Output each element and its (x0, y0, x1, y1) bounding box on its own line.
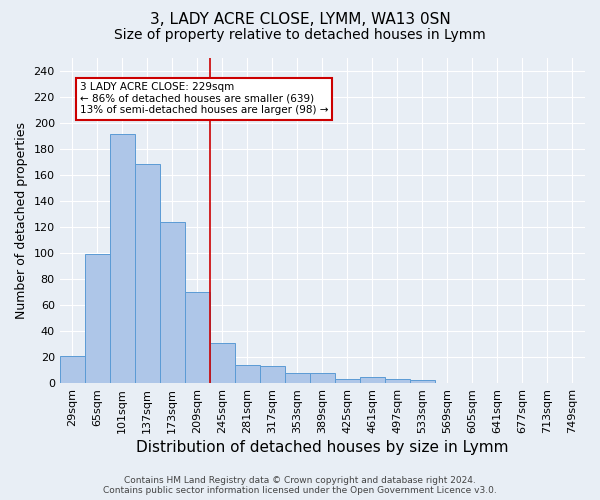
Bar (135, 164, 160, 383)
Y-axis label: Number of detached properties: Number of detached properties (15, 122, 28, 319)
Text: 3, LADY ACRE CLOSE, LYMM, WA13 0SN: 3, LADY ACRE CLOSE, LYMM, WA13 0SN (149, 12, 451, 28)
Bar (410, 380, 435, 383)
Bar (310, 372, 335, 383)
Text: Size of property relative to detached houses in Lymm: Size of property relative to detached ho… (114, 28, 486, 42)
Bar (160, 222, 185, 383)
Bar (260, 366, 285, 383)
Bar (210, 342, 235, 383)
Bar (85, 254, 110, 383)
Bar (185, 292, 210, 383)
Bar (110, 134, 135, 383)
Bar (285, 372, 310, 383)
Bar (235, 365, 260, 383)
Text: 3 LADY ACRE CLOSE: 229sqm
← 86% of detached houses are smaller (639)
13% of semi: 3 LADY ACRE CLOSE: 229sqm ← 86% of detac… (80, 82, 328, 116)
Bar (385, 379, 410, 383)
Bar (335, 379, 360, 383)
Bar (360, 376, 385, 383)
Bar (59, 356, 85, 383)
Text: Contains HM Land Registry data © Crown copyright and database right 2024.
Contai: Contains HM Land Registry data © Crown c… (103, 476, 497, 495)
X-axis label: Distribution of detached houses by size in Lymm: Distribution of detached houses by size … (136, 440, 509, 455)
